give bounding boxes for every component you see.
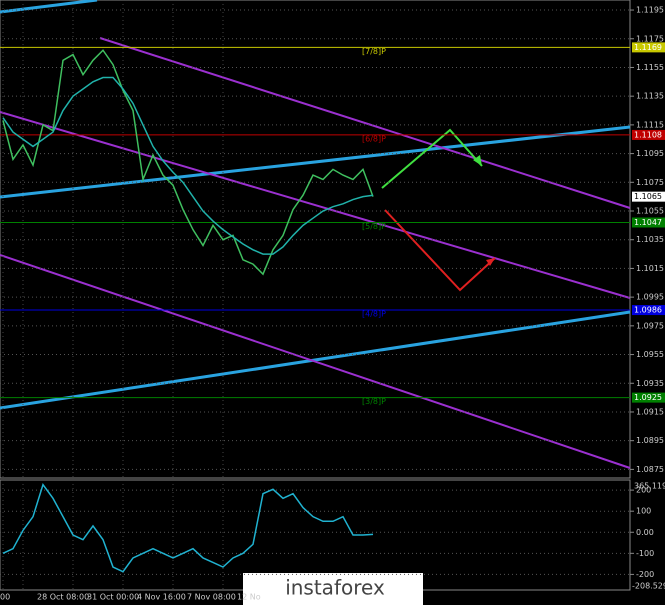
level-price: 1.0925 <box>634 393 662 402</box>
x-tick-label: 4 Nov 16:00 <box>137 593 186 602</box>
current-price: 1.1065 <box>634 192 662 201</box>
level-price-box <box>632 392 665 403</box>
channel-line <box>99 37 631 209</box>
level-price: 1.1169 <box>634 43 662 52</box>
arrow-head <box>486 258 495 266</box>
x-tick-label: 00 <box>0 593 10 602</box>
forecast-arrow-up <box>381 128 483 189</box>
current-price-box <box>632 191 665 202</box>
y-tick-label: -200 <box>636 570 654 579</box>
level-label: [7/8]P <box>362 47 386 56</box>
watermark: instaforex <box>285 576 385 600</box>
forecast-arrow-down <box>384 209 496 292</box>
trend-line <box>0 310 631 410</box>
price-line <box>2 76 374 255</box>
y-tick-label: -100 <box>636 549 654 558</box>
y-tick-label: 1.1095 <box>636 149 664 158</box>
y-tick-label: 1.1115 <box>636 120 664 129</box>
y-tick-label: 0.00 <box>636 528 654 537</box>
level-price: 1.1047 <box>634 218 662 227</box>
y-tick-label: 1.0975 <box>636 321 664 330</box>
y-tick-label: 1.1135 <box>636 92 664 101</box>
x-tick-label: 28 Oct 08:00 <box>37 593 89 602</box>
level-price-box <box>632 129 665 140</box>
y-tick-label: 1.1155 <box>636 63 664 72</box>
range-max: 365.1193 <box>634 482 665 491</box>
level-price: 1.1108 <box>634 130 662 139</box>
watermark-box <box>243 573 423 605</box>
level-label: [3/8]P <box>362 397 386 406</box>
y-tick-label: 1.1035 <box>636 235 664 244</box>
main-frame <box>0 0 631 479</box>
y-tick-label: 1.1015 <box>636 264 664 273</box>
y-tick-label: 1.0995 <box>636 293 664 302</box>
y-tick-label: 1.1075 <box>636 178 664 187</box>
x-tick-label: 7 Nov 08:00 <box>187 593 236 602</box>
y-tick-label: 200 <box>636 486 651 495</box>
level-price-box <box>632 217 665 228</box>
level-label: [6/8]P <box>362 134 386 143</box>
level-label: [4/8]P <box>362 310 386 319</box>
y-tick-label: 1.1055 <box>636 207 664 216</box>
y-tick-label: 100 <box>636 507 651 516</box>
y-tick-label: 1.0935 <box>636 379 664 388</box>
range-min: -208.529 <box>632 582 665 591</box>
y-tick-label: 1.0895 <box>636 436 664 445</box>
y-tick-label: 1.1175 <box>636 34 664 43</box>
y-tick-label: 1.0915 <box>636 407 664 416</box>
y-tick-label: 1.0875 <box>636 465 664 474</box>
level-price-box <box>632 305 665 316</box>
x-tick-label: 31 Oct 00:00 <box>87 593 139 602</box>
arrow-head <box>473 155 482 166</box>
level-price: 1.0986 <box>634 306 662 315</box>
x-tick-label: 12 No <box>237 593 261 602</box>
y-tick-label: 1.1195 <box>636 6 664 15</box>
y-tick-label: 1.0955 <box>636 350 664 359</box>
channel-line <box>0 254 631 469</box>
price-line <box>2 49 374 276</box>
level-price-box <box>632 42 665 53</box>
channel-line <box>0 111 631 299</box>
price-line <box>2 482 374 573</box>
trend-line <box>0 125 631 199</box>
level-label: [5/8]P <box>362 222 386 231</box>
